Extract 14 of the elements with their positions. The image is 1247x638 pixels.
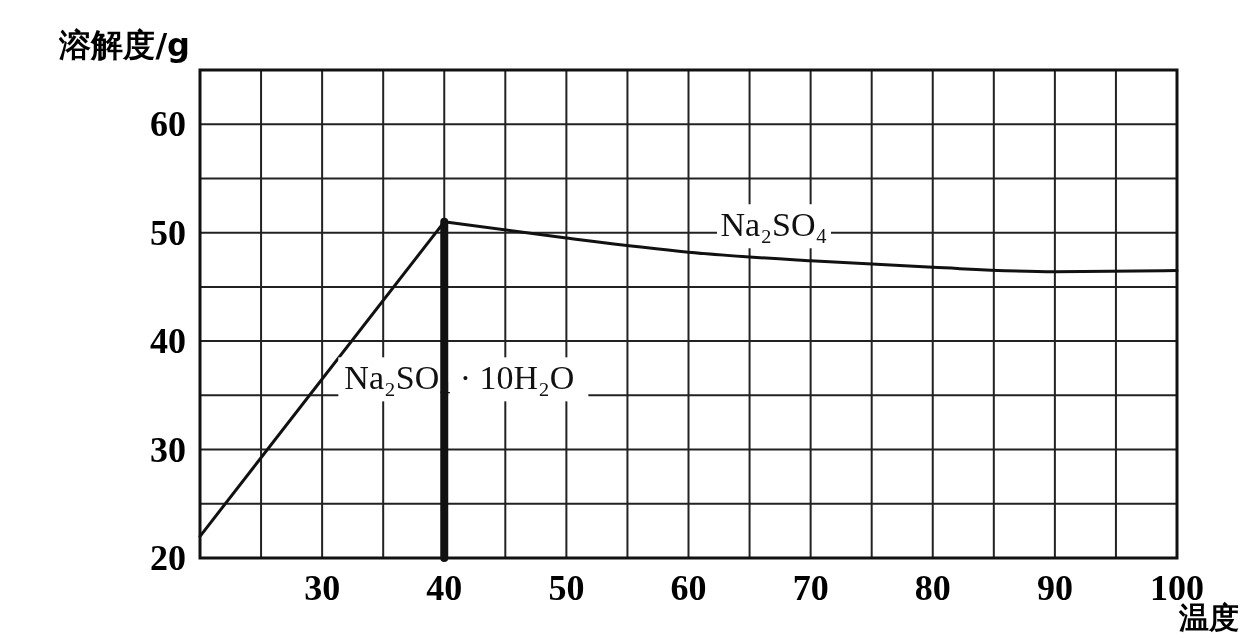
y-axis-title: 溶解度/g	[58, 26, 190, 64]
y-tick-label: 40	[150, 321, 186, 362]
x-tick-label: 50	[548, 568, 585, 608]
y-tick-label: 60	[150, 104, 186, 145]
x-tick-label: 30	[304, 568, 341, 608]
y-tick-label: 30	[150, 429, 186, 470]
x-tick-label: 60	[670, 568, 707, 608]
x-tick-label: 90	[1036, 568, 1073, 608]
y-tick-label: 20	[150, 538, 186, 578]
x-tick-label: 80	[914, 568, 951, 608]
series-label: Na₂SO₄	[720, 206, 828, 244]
x-tick-label: 40	[426, 568, 463, 608]
x-tick-label: 70	[792, 568, 829, 608]
y-tick-label: 50	[150, 212, 186, 253]
